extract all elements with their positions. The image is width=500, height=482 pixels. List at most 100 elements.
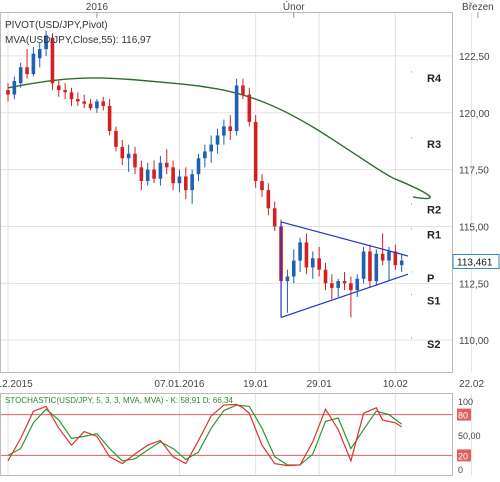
candle: [107, 99, 112, 136]
x-tick-label: 22.02: [459, 379, 484, 390]
month-label: 2016: [86, 2, 109, 13]
candle-body: [387, 251, 391, 261]
candle: [209, 135, 213, 163]
candle: [158, 155, 163, 186]
stochastic-k-line: [7, 403, 403, 467]
candle-body: [37, 49, 42, 59]
candle-body: [63, 90, 67, 93]
candle-body: [184, 176, 188, 191]
candle: [317, 246, 321, 277]
pivot-label-s2: S2: [427, 339, 440, 351]
candle-body: [209, 144, 213, 152]
y-tick-label: 112,50: [459, 279, 489, 290]
stochastic-tick-label: 0: [458, 465, 463, 475]
candle: [50, 33, 55, 91]
candle: [69, 87, 74, 106]
candle-body: [323, 269, 328, 284]
candle: [133, 146, 137, 175]
candle-body: [222, 126, 226, 136]
candle-body: [399, 260, 404, 266]
pivot-label-r3: R3: [427, 139, 441, 151]
candle: [374, 249, 379, 286]
candle: [57, 80, 61, 97]
candle-body: [203, 151, 207, 159]
candle-body: [241, 85, 245, 95]
stochastic-tick-label: 50,00: [458, 431, 481, 441]
candle: [177, 169, 182, 193]
candle: [139, 160, 144, 191]
candle: [203, 144, 207, 168]
candle: [126, 144, 131, 172]
candle-body: [355, 278, 360, 291]
candle: [241, 78, 245, 100]
candle: [399, 253, 404, 272]
candle-body: [228, 126, 233, 131]
candle: [311, 251, 315, 279]
candle-body: [57, 85, 61, 91]
current-price-label: 113,461: [457, 257, 493, 268]
candle-body: [158, 162, 163, 179]
candle-body: [393, 251, 398, 266]
candle-body: [380, 253, 385, 261]
x-tick-label: 29.01: [307, 379, 332, 390]
y-tick-label: 122,50: [459, 52, 490, 63]
candle: [304, 233, 309, 275]
candle: [336, 278, 340, 297]
candle: [291, 249, 296, 284]
candle-body: [101, 101, 106, 106]
y-tick-label: 115,00: [459, 222, 489, 233]
indicator-label-mva: MVA(USD/JPY,Close,55): 116,97: [5, 35, 152, 46]
candle: [101, 96, 106, 111]
candle-body: [368, 251, 372, 282]
candle: [76, 92, 80, 106]
candle-body: [266, 190, 271, 209]
candle-body: [152, 169, 156, 179]
candle-body: [304, 242, 309, 268]
candle: [152, 160, 156, 184]
triangle-pattern: [280, 221, 409, 318]
candle: [253, 115, 258, 188]
main-panel-frame: [0, 12, 453, 373]
moving-average-line: [7, 77, 431, 200]
candle: [37, 42, 42, 68]
candle: [222, 119, 226, 145]
candle-body: [107, 105, 112, 131]
candles: [6, 30, 404, 318]
triangle-lower-line: [280, 273, 409, 318]
candle: [387, 246, 391, 282]
candle-body: [120, 146, 125, 159]
y-tick-label: 110,00: [459, 336, 489, 347]
month-label: Březen: [462, 2, 494, 13]
candle-body: [88, 103, 93, 109]
candle-body: [18, 67, 23, 84]
candle: [120, 140, 125, 166]
candle: [171, 160, 175, 191]
candle: [31, 46, 36, 77]
candle-body: [25, 67, 29, 75]
candle-body: [330, 283, 334, 288]
candle-body: [342, 281, 347, 284]
candle-body: [196, 158, 201, 175]
candle: [355, 274, 360, 297]
stochastic-tick-label: 100: [458, 397, 473, 407]
candle: [63, 83, 67, 100]
candle: [82, 94, 86, 109]
candle: [12, 76, 17, 100]
candle: [145, 162, 150, 186]
candle-body: [291, 260, 296, 277]
candle-body: [177, 176, 182, 184]
triangle-upper-line: [280, 221, 409, 257]
x-tick-label: 11.12.2015: [0, 379, 33, 390]
candle-body: [12, 80, 17, 95]
oversold-badge: [457, 449, 471, 462]
candle-body: [234, 85, 239, 131]
candle-body: [139, 167, 144, 181]
candle: [184, 167, 188, 200]
candle-body: [336, 281, 340, 288]
y-tick-label: 120,00: [459, 109, 490, 120]
stochastic-d-line: [7, 404, 403, 466]
candle-body: [6, 90, 10, 95]
candle: [247, 87, 252, 127]
